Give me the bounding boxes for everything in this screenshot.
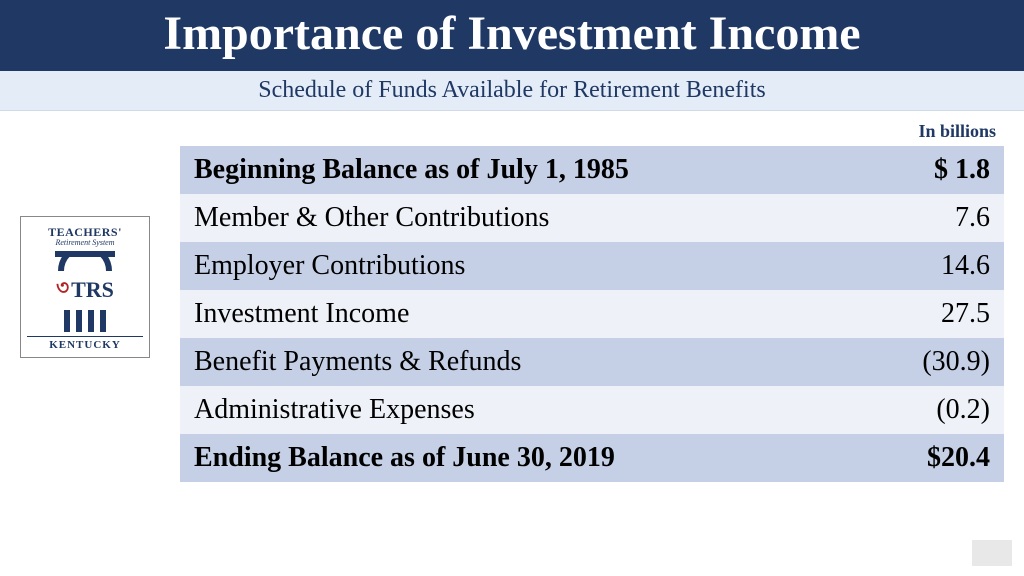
- funds-table: Beginning Balance as of July 1, 1985$ 1.…: [180, 146, 1004, 482]
- table-row: Employer Contributions14.6: [180, 242, 1004, 290]
- table-row: Ending Balance as of June 30, 2019$20.4: [180, 434, 1004, 482]
- row-label: Benefit Payments & Refunds: [180, 338, 854, 386]
- row-value: $20.4: [854, 434, 1004, 482]
- row-label: Member & Other Contributions: [180, 194, 854, 242]
- row-label: Investment Income: [180, 290, 854, 338]
- row-label: Ending Balance as of June 30, 2019: [180, 434, 854, 482]
- page-title: Importance of Investment Income: [0, 6, 1024, 61]
- table-row: Benefit Payments & Refunds(30.9): [180, 338, 1004, 386]
- table-row: Investment Income27.5: [180, 290, 1004, 338]
- table-row: Administrative Expenses(0.2): [180, 386, 1004, 434]
- logo-state: KENTUCKY: [27, 336, 143, 351]
- row-value: (30.9): [854, 338, 1004, 386]
- logo-acronym-row: ৩ TRS: [27, 273, 143, 306]
- content-area: In billions TEACHERS' Retirement System …: [0, 111, 1024, 482]
- row-label: Administrative Expenses: [180, 386, 854, 434]
- row-label: Beginning Balance as of July 1, 1985: [180, 146, 854, 194]
- table-row: Member & Other Contributions7.6: [180, 194, 1004, 242]
- row-label: Employer Contributions: [180, 242, 854, 290]
- subheader-band: Schedule of Funds Available for Retireme…: [0, 71, 1024, 111]
- logo-arch-icon: [27, 251, 143, 271]
- logo-acronym: TRS: [71, 277, 114, 303]
- logo-pillars-icon: [27, 310, 143, 332]
- logo-swirl-icon: ৩: [56, 273, 69, 306]
- slide-number-placeholder: [972, 540, 1012, 566]
- trs-logo: TEACHERS' Retirement System ৩ TRS KENTUC…: [20, 216, 150, 358]
- row-value: (0.2): [854, 386, 1004, 434]
- header-band: Importance of Investment Income: [0, 0, 1024, 71]
- row-value: 27.5: [854, 290, 1004, 338]
- row-value: 14.6: [854, 242, 1004, 290]
- page-subtitle: Schedule of Funds Available for Retireme…: [0, 77, 1024, 104]
- logo-line2: Retirement System: [27, 238, 143, 247]
- units-label: In billions: [20, 121, 1004, 142]
- row-value: 7.6: [854, 194, 1004, 242]
- row-value: $ 1.8: [854, 146, 1004, 194]
- table-row: Beginning Balance as of July 1, 1985$ 1.…: [180, 146, 1004, 194]
- main-row: TEACHERS' Retirement System ৩ TRS KENTUC…: [20, 146, 1004, 482]
